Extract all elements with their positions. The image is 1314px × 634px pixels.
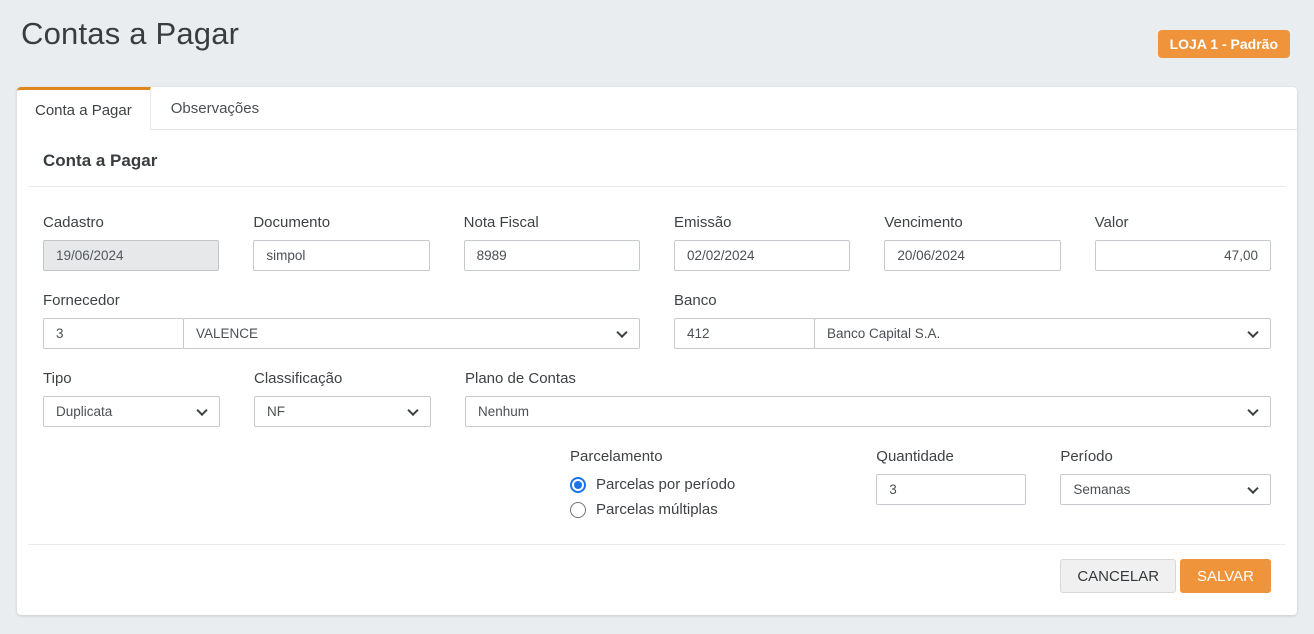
classificacao-label: Classificação bbox=[254, 370, 343, 387]
fornecedor-field-group: Fornecedor VALENCE bbox=[43, 292, 640, 349]
valor-field-group: Valor bbox=[1094, 214, 1271, 271]
form-row-3: Tipo Duplicata Classificação NF bbox=[43, 370, 1271, 427]
fornecedor-select[interactable]: VALENCE bbox=[183, 318, 640, 349]
fornecedor-label: Fornecedor bbox=[43, 292, 120, 309]
classificacao-select[interactable]: NF bbox=[254, 396, 431, 427]
periodo-label: Período bbox=[1060, 448, 1113, 465]
quantidade-input[interactable] bbox=[876, 474, 1027, 505]
cadastro-label: Cadastro bbox=[43, 214, 104, 231]
cadastro-input bbox=[43, 240, 220, 271]
radio-parcelas-multiplas[interactable]: Parcelas múltiplas bbox=[570, 501, 842, 518]
documento-field-group: Documento bbox=[253, 214, 430, 271]
valor-label: Valor bbox=[1094, 214, 1129, 231]
store-badge[interactable]: LOJA 1 - Padrão bbox=[1157, 30, 1290, 58]
valor-input[interactable] bbox=[1094, 240, 1271, 271]
banco-code-input[interactable] bbox=[674, 318, 815, 349]
periodo-select[interactable]: Semanas bbox=[1060, 474, 1271, 505]
radio-parcelas-por-periodo[interactable]: Parcelas por período bbox=[570, 476, 842, 493]
banco-field-group: Banco Banco Capital S.A. bbox=[674, 292, 1271, 349]
form-row-2: Fornecedor VALENCE Banco bbox=[43, 292, 1271, 349]
documento-label: Documento bbox=[253, 214, 331, 231]
section-divider bbox=[28, 186, 1286, 187]
vencimento-input[interactable] bbox=[884, 240, 1061, 271]
form-row-1: Cadastro Documento Nota Fiscal Emissão V… bbox=[43, 214, 1271, 271]
quantidade-label: Quantidade bbox=[876, 448, 954, 465]
section-heading: Conta a Pagar bbox=[43, 151, 158, 170]
radio-parcelas-multiplas-label[interactable]: Parcelas múltiplas bbox=[596, 501, 718, 518]
cancel-button[interactable]: CANCELAR bbox=[1060, 559, 1177, 593]
vencimento-label: Vencimento bbox=[884, 214, 963, 231]
form-card: Conta a Pagar Observações Conta a Pagar … bbox=[17, 87, 1297, 615]
tab-observacoes[interactable]: Observações bbox=[170, 99, 260, 117]
page-title: Contas a Pagar bbox=[21, 16, 240, 51]
plano-de-contas-field-group: Plano de Contas Nenhum bbox=[465, 370, 1271, 427]
documento-input[interactable] bbox=[253, 240, 430, 271]
tab-conta-a-pagar[interactable]: Conta a Pagar bbox=[17, 87, 151, 130]
tipo-field-group: Tipo Duplicata bbox=[43, 370, 220, 427]
tab-bar: Conta a Pagar Observações bbox=[17, 87, 1297, 130]
emissao-label: Emissão bbox=[673, 214, 732, 231]
save-button[interactable]: SALVAR bbox=[1180, 559, 1271, 593]
periodo-field-group: Período Semanas bbox=[1060, 448, 1271, 518]
radio-selected-icon[interactable] bbox=[570, 476, 586, 493]
footer-actions: CANCELAR SALVAR bbox=[28, 545, 1286, 593]
card-body: Conta a Pagar Cadastro Documento Nota Fi… bbox=[17, 130, 1297, 615]
footer-divider bbox=[28, 544, 1286, 545]
parcelamento-field-group: Parcelamento Parcelas por período Parcel… bbox=[570, 448, 842, 518]
plano-de-contas-select[interactable]: Nenhum bbox=[465, 396, 1271, 427]
tipo-select[interactable]: Duplicata bbox=[43, 396, 220, 427]
fornecedor-code-input[interactable] bbox=[43, 318, 184, 349]
quantidade-field-group: Quantidade bbox=[876, 448, 1027, 518]
emissao-field-group: Emissão bbox=[673, 214, 851, 271]
plano-de-contas-label: Plano de Contas bbox=[465, 370, 576, 387]
nota-fiscal-input[interactable] bbox=[463, 240, 640, 271]
classificacao-field-group: Classificação NF bbox=[254, 370, 431, 427]
parcelamento-label: Parcelamento bbox=[570, 448, 663, 465]
page-header: Contas a Pagar LOJA 1 - Padrão bbox=[0, 0, 1314, 87]
form-row-4: Parcelamento Parcelas por período Parcel… bbox=[43, 448, 1271, 518]
conta-a-pagar-form: Cadastro Documento Nota Fiscal Emissão V… bbox=[28, 214, 1286, 518]
banco-label: Banco bbox=[674, 292, 717, 309]
radio-unselected-icon[interactable] bbox=[570, 501, 586, 518]
banco-select[interactable]: Banco Capital S.A. bbox=[814, 318, 1271, 349]
vencimento-field-group: Vencimento bbox=[884, 214, 1061, 271]
nota-fiscal-label: Nota Fiscal bbox=[463, 214, 539, 231]
tipo-label: Tipo bbox=[43, 370, 72, 387]
emissao-input[interactable] bbox=[673, 240, 851, 271]
radio-parcelas-por-periodo-label[interactable]: Parcelas por período bbox=[596, 476, 736, 493]
cadastro-field-group: Cadastro bbox=[43, 214, 220, 271]
nota-fiscal-field-group: Nota Fiscal bbox=[463, 214, 640, 271]
